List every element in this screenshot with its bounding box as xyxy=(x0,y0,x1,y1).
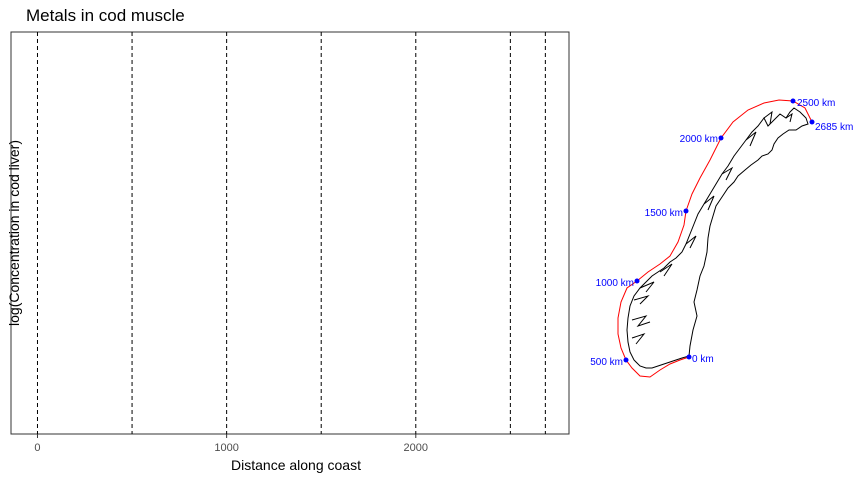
fjord-detail xyxy=(631,110,793,345)
marker-point-4 xyxy=(718,135,724,141)
norway-coastline xyxy=(626,107,809,369)
marker-point-1 xyxy=(623,357,629,363)
chart-title: Metals in cod muscle xyxy=(26,6,185,25)
marker-point-5 xyxy=(790,98,796,104)
marker-point-0 xyxy=(686,354,692,360)
marker-point-2 xyxy=(634,278,640,284)
plot-frame xyxy=(10,31,570,435)
x-tick-label-2: 2000 xyxy=(404,442,428,454)
marker-point-6 xyxy=(809,119,815,125)
marker-point-3 xyxy=(683,208,689,214)
vertical-lines xyxy=(36,32,546,434)
marker-label-5: 2500 km xyxy=(797,98,835,109)
y-axis-label: log(Concentration in cod liver) xyxy=(6,140,22,326)
marker-label-0: 0 km xyxy=(692,354,714,365)
marker-label-2: 1000 km xyxy=(596,278,634,289)
marker-label-4: 2000 km xyxy=(680,134,718,145)
distance-markers: 0 km 500 km 1000 km 1500 km 2000 km 2500 km 26… xyxy=(590,98,853,368)
x-tick-label-1: 1000 xyxy=(214,442,238,454)
marker-label-1: 500 km xyxy=(590,357,623,368)
x-axis-label: Distance along coast xyxy=(231,457,361,473)
x-tick-label-0: 0 xyxy=(34,442,40,454)
marker-label-3: 1500 km xyxy=(645,208,683,219)
x-axis-ticks: 0 1000 2000 xyxy=(34,434,428,454)
marker-label-6: 2685 km xyxy=(815,122,853,133)
coast-route-line xyxy=(617,99,813,378)
